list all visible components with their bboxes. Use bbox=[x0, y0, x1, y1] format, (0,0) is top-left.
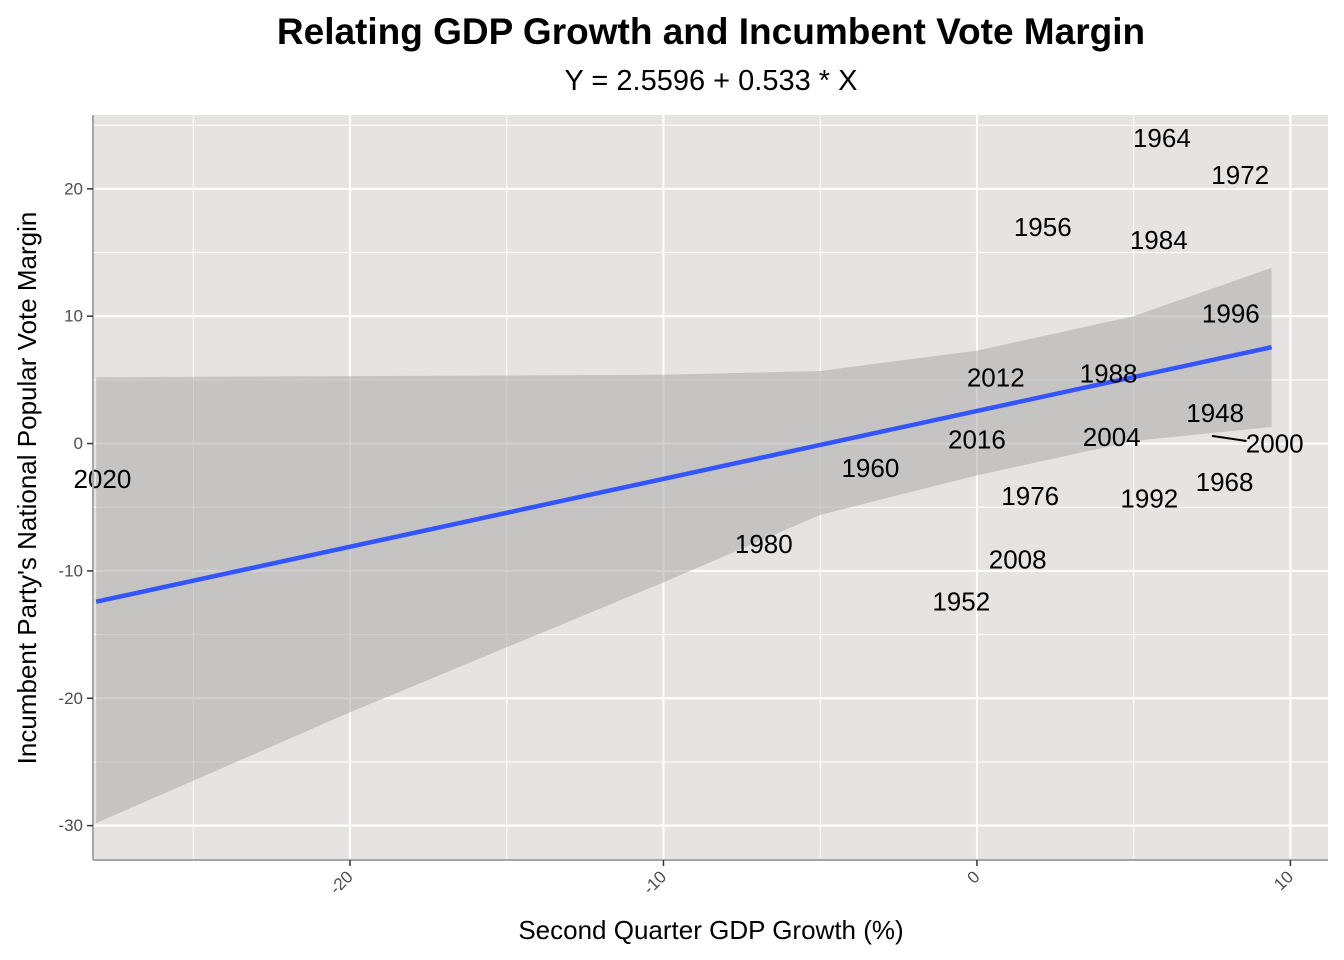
confidence-band bbox=[96, 267, 1272, 824]
point-label-1988: 1988 bbox=[1080, 359, 1138, 389]
point-label-1964: 1964 bbox=[1133, 123, 1191, 153]
point-label-1956: 1956 bbox=[1014, 212, 1072, 242]
y-tick-label: 0 bbox=[74, 434, 83, 453]
point-label-1968: 1968 bbox=[1196, 467, 1254, 497]
chart-title: Relating GDP Growth and Incumbent Vote M… bbox=[277, 11, 1145, 52]
point-label-1996: 1996 bbox=[1202, 299, 1260, 329]
x-tick-label: 0 bbox=[964, 867, 984, 887]
point-labels: 2020 1964 1972 1956 1984 1996 2012 1988 19482000… bbox=[73, 123, 1303, 617]
x-axis-title: Second Quarter GDP Growth (%) bbox=[518, 915, 903, 945]
point-label-1980: 1980 bbox=[735, 529, 793, 559]
y-tick-label: -10 bbox=[58, 561, 83, 580]
point-label-1984: 1984 bbox=[1130, 225, 1188, 255]
point-label-2016: 2016 bbox=[948, 425, 1006, 455]
y-tick-label: 10 bbox=[64, 307, 83, 326]
y-tick-label: 20 bbox=[64, 179, 83, 198]
confidence-band-layer bbox=[96, 267, 1272, 824]
x-tick-label: -20 bbox=[326, 867, 357, 898]
point-label-1952: 1952 bbox=[932, 586, 990, 616]
point-label-2008: 2008 bbox=[989, 544, 1047, 574]
point-label-2012: 2012 bbox=[967, 362, 1025, 392]
point-label-2020: 2020 bbox=[73, 464, 131, 494]
axes: -20 -10 0 10 -30 -20 -10 0 10 20 bbox=[58, 115, 1328, 898]
regression-line-layer bbox=[95, 344, 1273, 604]
regression-line bbox=[95, 344, 1273, 604]
y-tick-label: -30 bbox=[58, 816, 83, 835]
point-label-2004: 2004 bbox=[1083, 422, 1141, 452]
x-tick-label: -10 bbox=[639, 867, 670, 898]
point-label-2000: 2000 bbox=[1246, 429, 1304, 459]
point-label-1948: 1948 bbox=[1186, 398, 1244, 428]
point-label-1992: 1992 bbox=[1120, 483, 1178, 513]
point-label-1972: 1972 bbox=[1211, 160, 1269, 190]
y-tick-label: -20 bbox=[58, 689, 83, 708]
point-label-1960: 1960 bbox=[841, 453, 899, 483]
point-label-1976: 1976 bbox=[1001, 481, 1059, 511]
chart-subtitle: Y = 2.5596 + 0.533 * X bbox=[565, 65, 858, 97]
label-leader-line bbox=[1211, 434, 1247, 443]
x-tick-label: 10 bbox=[1270, 867, 1297, 894]
y-axis-title: Incumbent Party's National Popular Vote … bbox=[12, 212, 42, 765]
